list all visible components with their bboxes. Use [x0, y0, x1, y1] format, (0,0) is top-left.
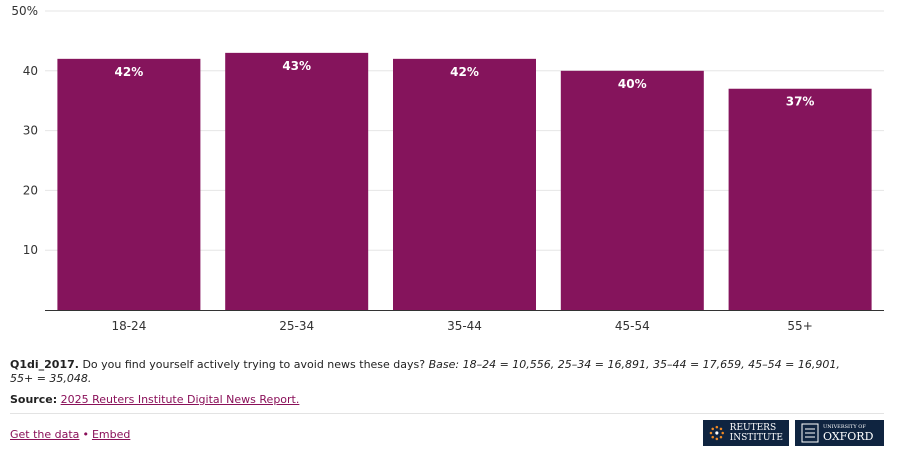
bar-data-label: 37%: [786, 95, 815, 109]
y-tick-label: 40: [23, 64, 38, 78]
y-tick-label: 10: [23, 243, 38, 257]
reuters-line1: REUTERS: [729, 423, 777, 433]
chart-notes: Q1di_2017. Do you find yourself actively…: [10, 358, 860, 386]
source-label: Source:: [10, 393, 58, 406]
reuters-line2: INSTITUTE: [729, 433, 783, 443]
embed-link[interactable]: Embed: [91, 428, 131, 441]
oxford-crest-icon: [801, 423, 819, 443]
base-text: Base: 18–24 = 10,556, 25–34 = 16,891, 35…: [10, 358, 840, 385]
bar: [225, 52, 369, 311]
x-tick-label: 45-54: [615, 319, 650, 333]
y-tick-label: 20: [23, 183, 38, 197]
source-link[interactable]: 2025 Reuters Institute Digital News Repo…: [60, 393, 300, 406]
question-text: Do you find yourself actively trying to …: [78, 358, 429, 371]
y-tick-label: 30: [23, 124, 38, 138]
oxford-big-text: OXFORD: [823, 429, 874, 443]
footer-divider: [10, 413, 884, 414]
x-tick-label: 55+: [787, 319, 812, 333]
y-axis-ticks: 50% 40 30 20 10: [11, 4, 38, 257]
reuters-dots-icon: [709, 425, 724, 441]
reuters-institute-logo[interactable]: REUTERS INSTITUTE: [703, 420, 789, 446]
x-tick-label: 18-24: [111, 319, 146, 333]
x-axis-ticks: 18-24 25-34 35-44 45-54 55+: [111, 319, 812, 333]
bar: [560, 70, 704, 310]
x-tick-label: 25-34: [279, 319, 314, 333]
bar-data-label: 40%: [618, 77, 647, 91]
bar-chart: 50% 40 30 20 10 42% 43% 42% 40% 37% 18-24 25-34 35…: [11, 4, 884, 333]
bar-data-label: 42%: [450, 65, 479, 79]
footer-separator: •: [82, 428, 89, 441]
x-tick-label: 35-44: [447, 319, 482, 333]
bar: [57, 58, 201, 311]
oxford-logo[interactable]: UNIVERSITY OF OXFORD: [795, 420, 884, 446]
bars: 42% 43% 42% 40% 37%: [57, 52, 872, 311]
bar: [393, 58, 536, 311]
bar-data-label: 42%: [115, 65, 144, 79]
footer-links: Get the data • Embed: [10, 428, 130, 441]
get-data-link[interactable]: Get the data: [10, 428, 80, 441]
oxford-small-text: UNIVERSITY OF: [823, 423, 866, 430]
y-tick-label: 50%: [11, 4, 38, 18]
source-line: Source: 2025 Reuters Institute Digital N…: [10, 393, 299, 406]
bar: [728, 88, 872, 311]
question-id: Q1di_2017.: [10, 358, 79, 371]
bar-data-label: 43%: [282, 59, 311, 73]
